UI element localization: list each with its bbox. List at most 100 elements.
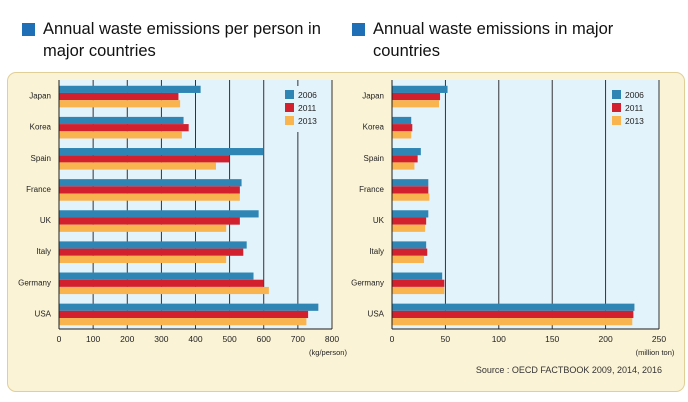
x-tick-label: 0 [390,334,395,344]
category-label: USA [368,309,385,318]
bar-left-france-2011 [59,186,240,194]
category-label: Korea [363,123,385,132]
bar-right-japan-2011 [392,92,441,101]
bar-right-usa-2011 [392,310,634,319]
legend-label: 2011 [298,103,317,113]
category-label: France [26,185,51,194]
category-label: UK [40,216,52,225]
bar-left-italy-2011 [59,248,244,256]
charts-svg: Japan Korea Spain France UK Italy Germany USA 0 1… [18,80,675,357]
chart-title-right: Annual waste emissions in major countrie… [352,18,682,62]
bar-right-usa-2006 [392,303,635,311]
x-tick-label: 100 [492,334,506,344]
bar-right-korea-2013 [392,131,412,139]
x-tick-label: 0 [57,334,62,344]
legend-swatch-2011 [612,103,621,112]
x-tick-label: 300 [154,334,168,344]
x-tick-label: 100 [86,334,100,344]
category-label: Spain [364,154,384,163]
category-label: UK [373,216,385,225]
bar-right-italy-2011 [392,248,428,256]
x-tick-label: 500 [223,334,237,344]
bar-left-spain-2013 [59,162,216,170]
bar-right-usa-2013 [392,318,633,326]
category-label: Korea [30,123,52,132]
x-tick-label: 150 [545,334,559,344]
legend-label: 2011 [625,103,644,113]
title-row: Annual waste emissions per person in maj… [0,18,688,64]
bar-left-korea-2006 [59,116,184,125]
legend-label: 2006 [625,90,644,100]
bar-right-japan-2006 [392,85,448,93]
bar-left-japan-2011 [59,92,179,101]
x-tick-label: 200 [599,334,613,344]
bar-left-germany-2006 [59,272,254,280]
x-axis-unit-label: (kg/person) [309,348,347,357]
bar-right-korea-2011 [392,124,413,132]
legend-label: 2006 [298,90,317,100]
source-note: Source : OECD FACTBOOK 2009, 2014, 2016 [475,365,662,375]
x-tick-label: 200 [120,334,134,344]
category-label: USA [35,309,52,318]
bar-right-uk-2011 [392,217,427,225]
bar-right-spain-2013 [392,162,415,170]
bar-left-usa-2011 [59,310,309,319]
chart-title-left: Annual waste emissions per person in maj… [22,18,342,62]
chart-title-left-text: Annual waste emissions per person in maj… [43,20,321,60]
bar-right-germany-2013 [392,286,445,295]
bar-left-uk-2011 [59,217,240,225]
category-label: Spain [31,154,51,163]
bar-right-uk-2006 [392,210,429,218]
bar-left-japan-2013 [59,100,181,108]
legend-swatch-2006 [285,90,294,99]
category-label: France [359,185,384,194]
category-label: Italy [369,247,384,256]
bar-right-france-2011 [392,186,429,194]
bar-left-spain-2011 [59,155,230,163]
legend-swatch-2011 [285,103,294,112]
legend-label: 2013 [298,116,317,126]
bar-left-france-2006 [59,179,242,187]
bar-left-uk-2013 [59,224,227,232]
legend-swatch-2013 [285,116,294,125]
x-tick-label: 250 [652,334,666,344]
x-tick-label: 800 [325,334,339,344]
bar-left-italy-2013 [59,255,227,263]
chart-title-right-text: Annual waste emissions in major countrie… [373,20,614,60]
bar-right-germany-2011 [392,279,445,287]
x-tick-label: 700 [291,334,305,344]
bar-left-france-2013 [59,193,240,201]
bar-left-japan-2006 [59,85,201,93]
legend-swatch-2006 [612,90,621,99]
bar-right-japan-2013 [392,100,439,108]
legend-swatch-2013 [612,116,621,125]
category-label: Italy [36,247,51,256]
bar-left-korea-2011 [59,124,189,132]
bar-right-germany-2006 [392,272,443,280]
bar-left-spain-2006 [59,148,264,156]
bar-right-france-2013 [392,193,430,201]
x-tick-label: 400 [188,334,202,344]
bar-right-uk-2013 [392,224,426,232]
bar-left-usa-2006 [59,303,319,311]
x-tick-label: 600 [257,334,271,344]
category-label: Germany [18,278,51,287]
bar-right-italy-2006 [392,241,427,249]
bar-right-spain-2006 [392,148,421,156]
legend-label: 2013 [625,116,644,126]
charts-panel: Japan Korea Spain France UK Italy Germany USA 0 1… [7,72,685,392]
bar-left-germany-2011 [59,279,264,287]
bar-left-italy-2006 [59,241,247,249]
bar-right-korea-2006 [392,116,412,125]
bar-left-korea-2013 [59,131,182,139]
bar-right-france-2006 [392,179,429,187]
bar-right-spain-2011 [392,155,418,163]
bar-right-italy-2013 [392,255,425,263]
category-label: Japan [29,92,51,101]
bar-left-uk-2006 [59,210,259,218]
x-axis-unit-label: (million ton) [636,348,675,357]
category-label: Japan [362,92,384,101]
title-square-icon [22,23,35,36]
x-tick-label: 50 [441,334,451,344]
category-label: Germany [351,278,384,287]
